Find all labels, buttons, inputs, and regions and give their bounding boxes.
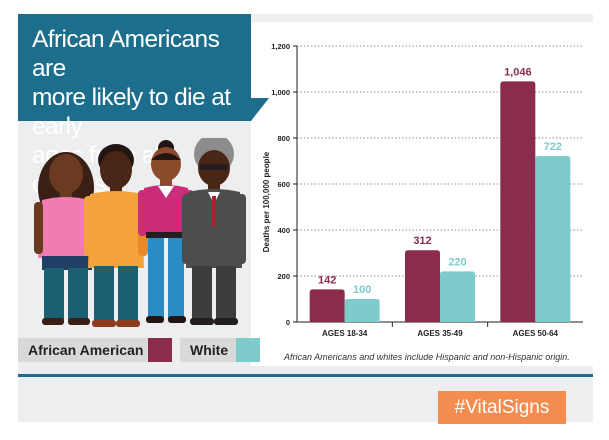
y-tick-label: 200: [277, 272, 290, 281]
headline-notch: [251, 98, 269, 121]
people-illustration: [34, 138, 246, 327]
person-man-suit: [182, 138, 246, 325]
bar-chart: 0 200 400 600 800 1,000 1,200 Deaths per 100,00…: [262, 42, 583, 338]
person-man-orange: [84, 144, 148, 327]
bar-white: [344, 299, 380, 322]
y-tick-label: 800: [277, 134, 290, 143]
headline: African Americans are more likely to die…: [18, 14, 251, 198]
headline-line-1: African Americans are: [32, 26, 220, 82]
hashtag-badge[interactable]: #VitalSigns: [438, 391, 566, 424]
legend-label-african-american: African American: [18, 338, 148, 362]
x-tick-label: AGES 18-34: [322, 329, 368, 338]
bar-african-american: [309, 289, 345, 322]
bar-african-american: [405, 250, 440, 322]
chart-area: 0 200 400 600 800 1,000 1,200 Deaths per 100,00…: [251, 22, 593, 366]
bar-white: [440, 271, 475, 322]
legend-label-white: White: [180, 338, 236, 362]
data-label: 1,046: [504, 66, 532, 78]
legend-swatch-white: [236, 338, 260, 362]
data-label: 142: [318, 274, 336, 286]
x-tick-label: AGES 50-64: [513, 329, 559, 338]
x-tick-label: AGES 35-49: [417, 329, 463, 338]
y-tick-label: 1,200: [271, 42, 290, 51]
data-label: 100: [353, 284, 371, 296]
data-label: 220: [448, 256, 466, 268]
bar-white: [535, 155, 571, 322]
person-woman-magenta: [138, 140, 194, 323]
data-label: 312: [413, 235, 431, 247]
divider-line: [18, 374, 593, 377]
y-axis-label: Deaths per 100,000 people: [262, 151, 271, 252]
y-tick-label: 600: [277, 180, 290, 189]
y-tick-label: 0: [286, 318, 290, 327]
data-label: 722: [544, 141, 562, 153]
bar-african-american: [500, 81, 536, 322]
legend-swatch-african-american: [148, 338, 172, 362]
y-tick-label: 1,000: [271, 88, 290, 97]
person-woman-pink: [34, 152, 98, 325]
headline-line-2: more likely to die at early: [32, 84, 231, 140]
y-tick-label: 400: [277, 226, 290, 235]
footnote: African Americans and whites include His…: [284, 352, 570, 362]
